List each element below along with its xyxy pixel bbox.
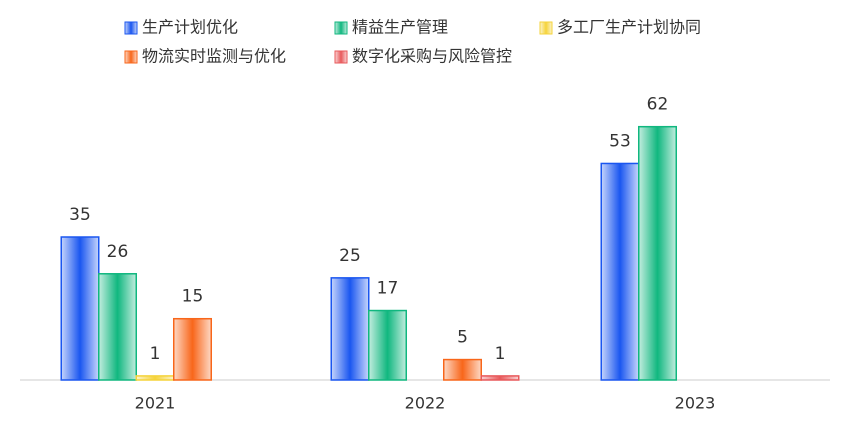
legend-label: 多工厂生产计划协同 — [557, 18, 701, 37]
bar — [443, 358, 482, 381]
bar — [98, 273, 137, 381]
legend-swatch — [539, 21, 553, 35]
legend-swatch — [334, 50, 348, 64]
data-label: 53 — [609, 131, 631, 151]
legend-label: 物流实时监测与优化 — [142, 47, 286, 66]
bar — [638, 125, 677, 381]
data-label: 35 — [69, 205, 91, 225]
data-label: 1 — [495, 344, 506, 364]
bar — [60, 236, 100, 381]
bar — [480, 375, 520, 381]
data-label: 17 — [377, 279, 399, 299]
x-tick-label: 2021 — [135, 394, 176, 413]
bar — [368, 309, 407, 381]
legend-swatch — [124, 21, 138, 35]
bar — [600, 162, 640, 381]
legend-label: 精益生产管理 — [352, 18, 448, 37]
data-label: 25 — [339, 246, 361, 266]
data-label: 26 — [107, 242, 129, 262]
data-label: 5 — [457, 328, 468, 348]
data-label: 1 — [150, 344, 161, 364]
bar — [173, 317, 212, 381]
data-label: 62 — [647, 95, 669, 115]
legend-swatch — [334, 21, 348, 35]
legend-swatch — [124, 50, 138, 64]
x-tick-label: 2022 — [405, 394, 446, 413]
x-tick-label: 2023 — [675, 394, 716, 413]
legend-label: 生产计划优化 — [142, 18, 238, 37]
data-label: 15 — [182, 287, 204, 307]
legend-label: 数字化采购与风险管控 — [352, 47, 512, 66]
bar — [135, 375, 175, 381]
bar — [330, 277, 370, 381]
